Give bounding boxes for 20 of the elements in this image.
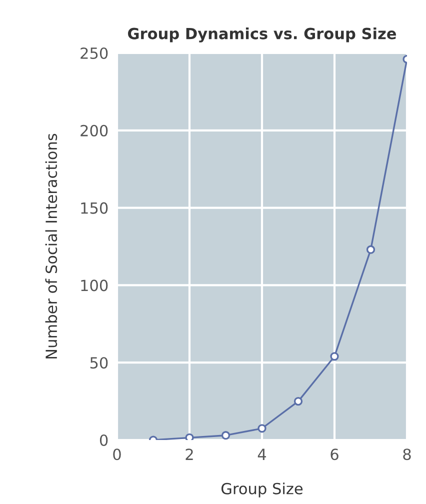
point bbox=[366, 245, 376, 254]
point bbox=[221, 431, 230, 440]
y-tick-label: 50 bbox=[90, 357, 108, 369]
x-tick-label: 8 bbox=[403, 448, 411, 460]
y-tick-label: 0 bbox=[100, 434, 108, 446]
point bbox=[330, 352, 339, 361]
y-tick-label: 200 bbox=[80, 124, 108, 136]
x-tick-label: 4 bbox=[258, 448, 266, 460]
point bbox=[258, 424, 266, 433]
x-tick-label: 0 bbox=[113, 448, 121, 460]
y-tick-label: 150 bbox=[81, 202, 108, 214]
x-tick-label: 6 bbox=[330, 448, 338, 460]
y-axis-title: Number of Social Interactions bbox=[45, 134, 58, 358]
x-tick-label: 2 bbox=[186, 448, 193, 460]
chart-title: Group Dynamics vs. Group Size bbox=[128, 28, 396, 42]
point bbox=[294, 396, 303, 406]
y-tick-label: 100 bbox=[81, 280, 108, 292]
y-tick-label: 250 bbox=[80, 47, 108, 60]
point bbox=[185, 433, 194, 440]
x-axis-title: Group Size bbox=[221, 482, 303, 498]
